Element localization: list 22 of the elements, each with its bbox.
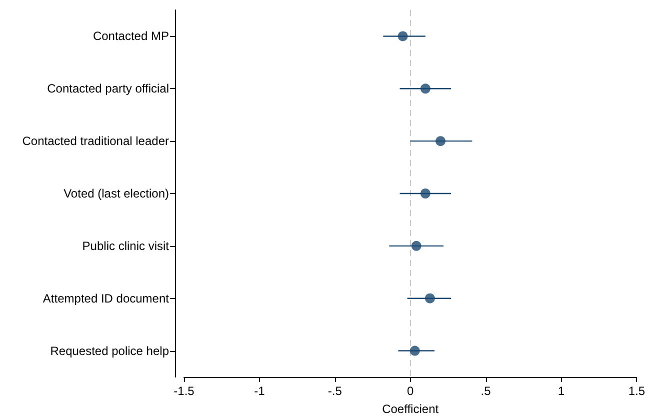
x-tick-label: -1.5	[174, 384, 195, 398]
x-tick-label: .5	[480, 384, 492, 398]
point	[398, 31, 408, 42]
y-tick-label: Contacted party official	[47, 82, 169, 96]
x-axis-title: Coefficient	[382, 402, 440, 416]
point	[420, 188, 430, 198]
x-tick-label: -1	[254, 384, 266, 398]
y-tick-label: Contacted traditional leader	[22, 134, 169, 148]
y-tick-label: Contacted MP	[92, 29, 169, 44]
point	[424, 293, 435, 304]
point	[420, 84, 430, 94]
y-tick-label: Requested police help	[50, 344, 170, 358]
point	[411, 240, 422, 251]
x-tick-label: 0	[406, 384, 414, 398]
x-tick-label: 1.5	[628, 384, 646, 398]
y-tick-label: Voted (last election)	[64, 186, 169, 200]
y-tick-label: Public clinic visit	[82, 238, 170, 253]
point	[436, 136, 446, 146]
x-tick-label: 1	[558, 384, 565, 398]
point	[410, 346, 420, 356]
y-tick-label: Attempted ID document	[42, 291, 170, 306]
x-tick-label: -.5	[328, 384, 342, 398]
